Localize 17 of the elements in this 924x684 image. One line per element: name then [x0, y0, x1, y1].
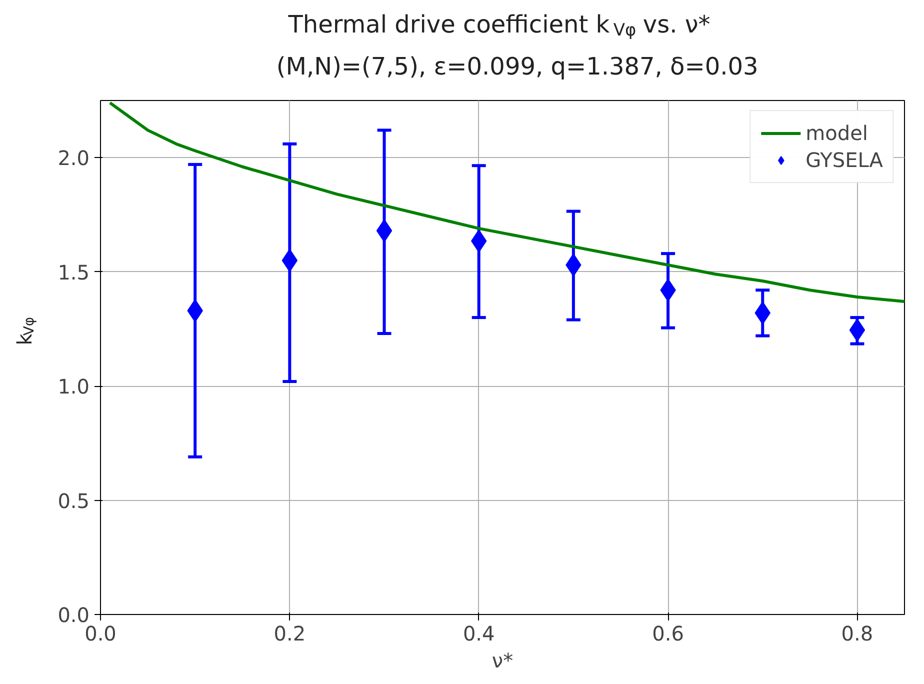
y-tick-label: 2.0 — [58, 146, 90, 170]
x-axis-title: ν* — [492, 648, 514, 672]
x-tick-label: 0.4 — [462, 622, 495, 646]
y-tick-label: 0.5 — [58, 488, 90, 513]
y-axis-title: kVφ — [12, 316, 38, 346]
y-tick-label: 1.0 — [58, 374, 90, 399]
x-tick-label: 0.6 — [652, 622, 684, 646]
legend-label: GYSELA — [806, 148, 883, 172]
point — [282, 248, 298, 272]
chart-subtitle: (M,N)=(7,5), ε=0.099, q=1.387, δ=0.03 — [276, 52, 758, 80]
x-tick-label: 0.2 — [274, 622, 306, 646]
x-tick-label: 0.8 — [841, 622, 874, 646]
point — [849, 318, 866, 342]
legend-label: model — [806, 121, 868, 145]
point — [376, 219, 392, 242]
y-tick-label: 1.5 — [58, 260, 90, 284]
line-series — [108, 101, 904, 304]
